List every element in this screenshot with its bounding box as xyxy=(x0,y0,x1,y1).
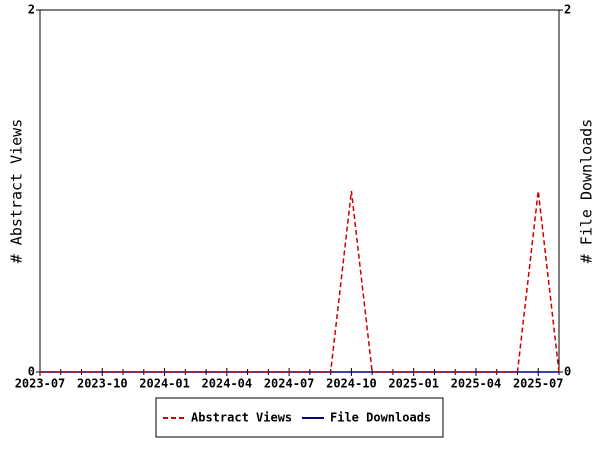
legend-box xyxy=(155,397,444,438)
legend-label: Abstract Views xyxy=(191,411,292,425)
y2-tick-label: 0 xyxy=(564,365,571,379)
plot-frame xyxy=(39,9,560,373)
y-axis-title: # Abstract Views xyxy=(8,119,26,264)
x-tick-label: 2024-01 xyxy=(139,377,190,391)
x-tick-label: 2023-10 xyxy=(77,377,128,391)
x-tick-label: 2025-07 xyxy=(513,377,564,391)
x-tick-label: 2024-04 xyxy=(202,377,253,391)
x-tick-label: 2024-10 xyxy=(326,377,377,391)
y-tick-label: 0 xyxy=(28,365,35,379)
y2-axis-title: # File Downloads xyxy=(578,119,596,264)
legend-label: File Downloads xyxy=(330,411,431,425)
x-tick-label: 2025-01 xyxy=(388,377,439,391)
x-tick-label: 2025-04 xyxy=(451,377,502,391)
series-line xyxy=(40,190,560,373)
y2-tick-label: 2 xyxy=(564,3,571,17)
x-tick-label: 2024-07 xyxy=(264,377,315,391)
x-tick-label: 2023-07 xyxy=(15,377,66,391)
y-tick-label: 2 xyxy=(28,3,35,17)
